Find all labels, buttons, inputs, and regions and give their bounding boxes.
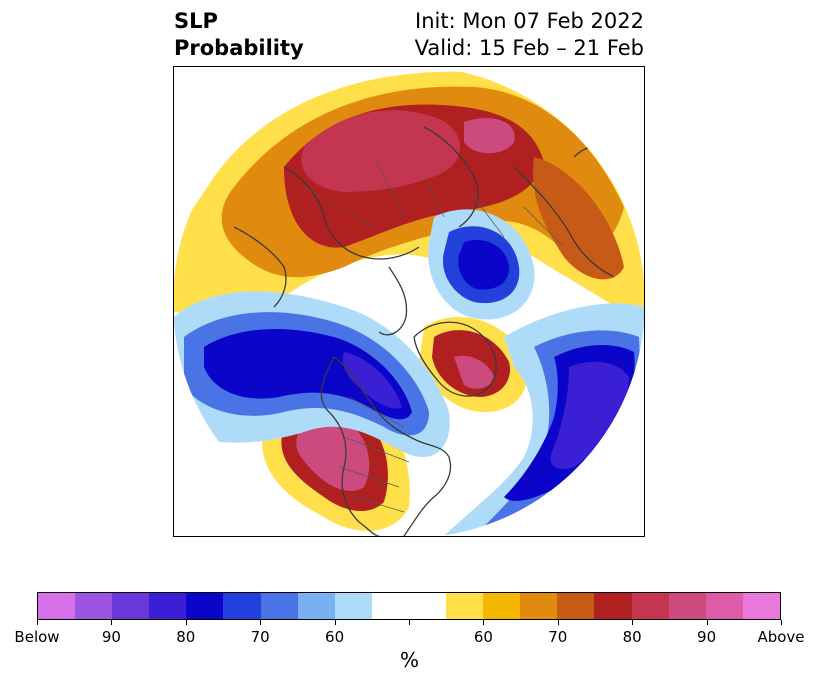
colorbar-tick-label: 80 (622, 628, 642, 646)
colorbar-swatch (520, 593, 558, 619)
colorbar-swatch (334, 593, 372, 619)
colorbar-swatch (260, 593, 298, 619)
colorbar-tick (185, 620, 187, 625)
below-region-arctic-90 (458, 239, 510, 290)
colorbar-swatch (186, 593, 224, 619)
title-line-slp: SLP (174, 9, 218, 33)
colorbar-swatch (705, 593, 743, 619)
political-borders (303, 156, 565, 513)
colorbar-tick (483, 620, 485, 625)
colorbar-swatch (297, 593, 335, 619)
colorbar-swatch (668, 593, 706, 619)
colorbar-tick (409, 620, 410, 625)
colorbar-swatch (483, 593, 521, 619)
above-region-west-us-90 (296, 416, 370, 492)
colorbar-ticks: Below 90 80 70 60 60 70 80 90 Above (14, 620, 805, 646)
title-line-probability: Probability (174, 36, 304, 60)
colorbar-tick-label: 70 (250, 628, 270, 646)
probability-map-canvas (174, 67, 644, 536)
colorbar-tick (111, 620, 113, 625)
below-region-pacific-90 (342, 352, 402, 409)
init-date: Init: Mon 07 Feb 2022 (415, 9, 644, 33)
colorbar-swatch (742, 593, 780, 619)
colorbar-tick-label: 70 (548, 628, 568, 646)
colorbar-swatch (223, 593, 261, 619)
colorbar-tick-label: Below (14, 628, 60, 646)
above-region-greenland-90 (454, 355, 494, 389)
colorbar-swatch (149, 593, 187, 619)
colorbar-swatch (112, 593, 150, 619)
polar-map (173, 66, 645, 537)
colorbar-tick (37, 620, 38, 625)
colorbar-tick (557, 620, 559, 625)
below-region-pacific-80 (204, 328, 412, 420)
colorbar-tick (706, 620, 708, 625)
colorbar-tick (781, 620, 782, 625)
above-region-north-90 (301, 110, 461, 192)
above-region-scandinavia-core (464, 118, 515, 154)
colorbar-tick-label: Above (757, 628, 805, 646)
colorbar-swatch (408, 593, 447, 619)
colorbar-tick-label: 60 (473, 628, 493, 646)
above-region-siberia (533, 157, 624, 280)
colorbar-tick-label: 60 (325, 628, 345, 646)
colorbar-tick (260, 620, 262, 625)
colorbar-tick-label: 80 (176, 628, 196, 646)
colorbar-tick (632, 620, 634, 625)
colorbar-swatch (38, 593, 76, 619)
colorbar-swatch (594, 593, 632, 619)
colorbar-swatch (75, 593, 113, 619)
colorbar-tick (334, 620, 336, 625)
colorbar-tick-label: 90 (101, 628, 121, 646)
colorbar-tick-label: 90 (697, 628, 717, 646)
valid-range: Valid: 15 Feb – 21 Feb (414, 36, 644, 60)
map-title: SLP Probability (174, 8, 304, 62)
colorbar-swatch (446, 593, 484, 619)
colorbar-unit: % (399, 648, 419, 672)
colorbar-swatch (371, 593, 409, 619)
coastlines-overlay (233, 126, 632, 536)
colorbar-swatch (557, 593, 595, 619)
probability-colorbar (37, 592, 781, 620)
colorbar-swatch (631, 593, 669, 619)
below-region-atlantic-90 (550, 361, 629, 469)
map-dates: Init: Mon 07 Feb 2022 Valid: 15 Feb – 21… (415, 8, 644, 62)
